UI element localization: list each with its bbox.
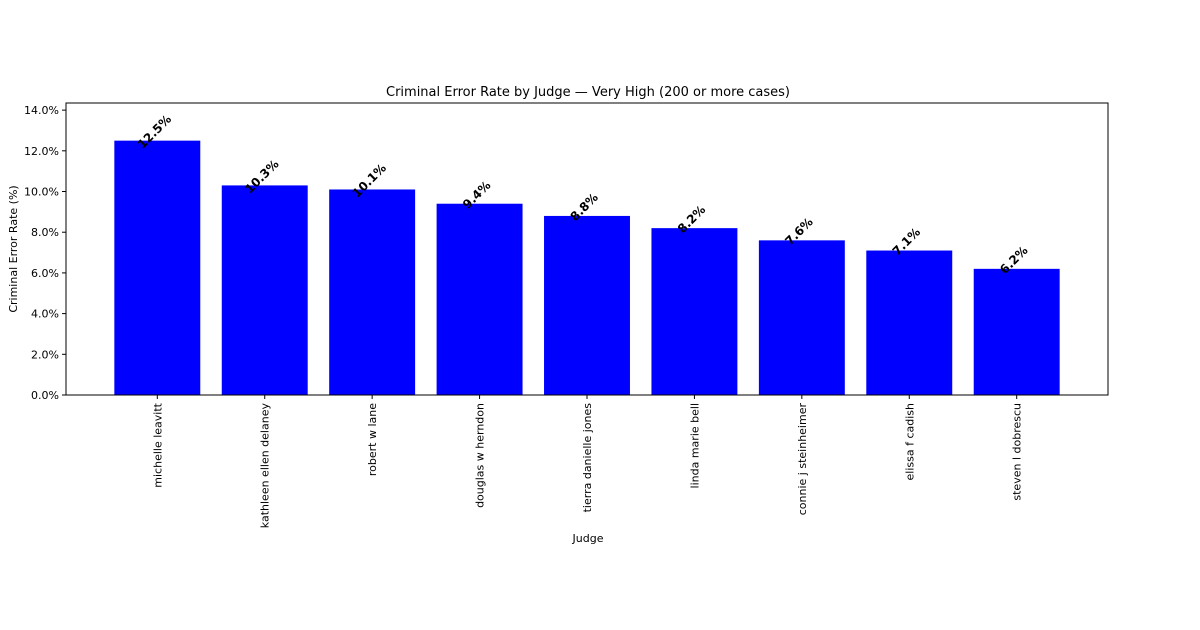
y-tick-label: 10.0% <box>24 186 59 199</box>
y-tick-label: 14.0% <box>24 104 59 117</box>
bar <box>436 203 523 395</box>
bar <box>651 228 738 395</box>
x-tick-label: douglas w herndon <box>474 403 487 508</box>
bar <box>866 250 953 395</box>
bar <box>973 268 1060 395</box>
x-tick-label: connie j steinheimer <box>796 403 809 516</box>
bar <box>329 189 416 395</box>
x-tick-label: linda marie bell <box>688 403 701 488</box>
chart-title: Criminal Error Rate by Judge — Very High… <box>386 85 790 100</box>
y-tick-label: 6.0% <box>31 267 59 280</box>
x-tick-label: robert w lane <box>366 403 379 476</box>
x-tick-label: steven l dobrescu <box>1011 403 1024 501</box>
x-axis-label: Judge <box>572 532 604 545</box>
y-tick-label: 8.0% <box>31 226 59 239</box>
bar <box>221 185 308 395</box>
bar <box>758 240 845 395</box>
x-tick-label: tierra danielle jones <box>581 403 594 513</box>
x-tick-label: kathleen ellen delaney <box>259 403 272 529</box>
y-tick-label: 4.0% <box>31 308 59 321</box>
y-tick-label: 12.0% <box>24 145 59 158</box>
x-tick-label: elissa f cadish <box>903 403 916 481</box>
y-axis-label: Criminal Error Rate (%) <box>7 185 20 312</box>
plot-frame <box>65 102 1109 396</box>
y-tick-label: 2.0% <box>31 348 59 361</box>
bar <box>544 215 630 395</box>
y-tick-label: 0.0% <box>31 389 59 402</box>
x-tick-label: michelle leavitt <box>151 402 164 487</box>
bar <box>114 140 201 395</box>
